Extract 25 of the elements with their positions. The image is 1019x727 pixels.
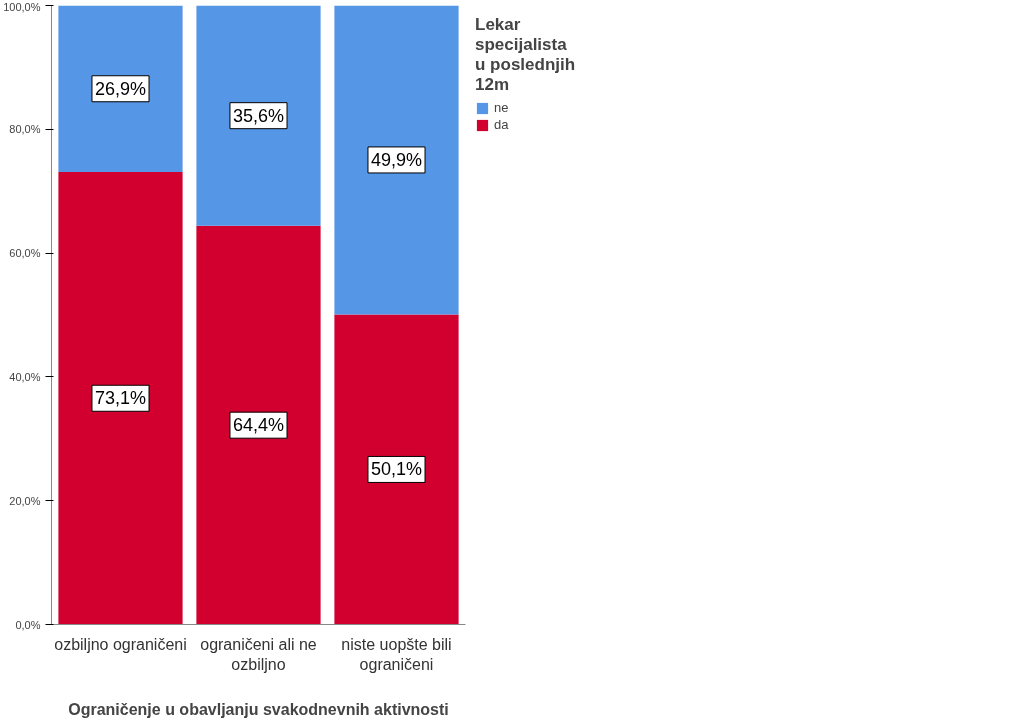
y-tick-label: 40,0% — [9, 370, 41, 383]
y-tick-label: 100,0% — [3, 0, 41, 13]
x-axis-title: Ograničenje u obavljanju svakodnevnih aktivnosti — [68, 700, 449, 718]
bar — [334, 5, 459, 315]
y-tick-label: 60,0% — [9, 247, 41, 260]
bar — [334, 314, 459, 625]
x-tick-label: ograničeni ali ne ozbiljno — [200, 635, 317, 673]
legend-label: da — [494, 117, 510, 132]
y-tick-label: 80,0% — [9, 123, 41, 136]
bar — [196, 225, 321, 625]
data-label: 35,6% — [232, 105, 285, 126]
x-tick-label: ozbiljno ograničeni — [54, 635, 187, 653]
legend-label: ne — [494, 100, 510, 115]
legend-title: Lekar specijalista u poslednjih 12m — [475, 15, 576, 95]
bar — [196, 5, 321, 226]
data-label: 49,9% — [370, 149, 423, 170]
bar — [58, 5, 183, 173]
data-label: 26,9% — [94, 78, 147, 99]
y-tick-label: 20,0% — [9, 494, 41, 507]
x-tick-label: niste uopšte bili ograničeni — [341, 635, 452, 673]
bar — [58, 172, 183, 625]
data-label: 73,1% — [94, 388, 147, 409]
data-label: 64,4% — [232, 415, 285, 436]
y-tick-label: 0,0% — [15, 618, 41, 631]
data-label: 50,1% — [370, 459, 423, 480]
